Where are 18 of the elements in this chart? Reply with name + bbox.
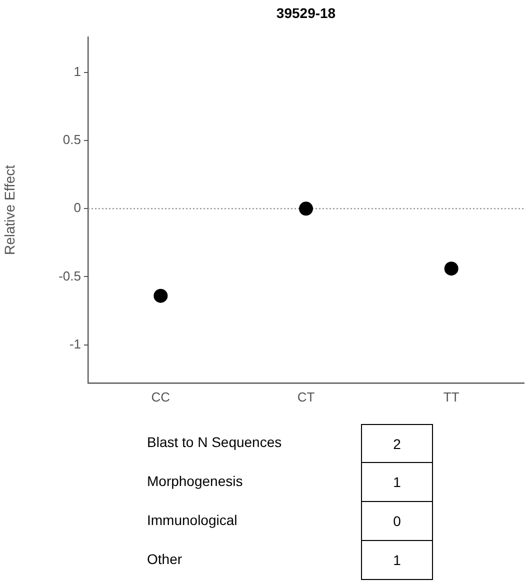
- text: 2: [361, 424, 433, 463]
- x-tick-label: TT: [443, 389, 460, 404]
- y-tick-label: 0.5: [62, 132, 81, 148]
- y-axis-title: Relative Effect: [1, 164, 18, 256]
- x-tick-label: CT: [297, 389, 315, 404]
- text: Other: [147, 551, 182, 567]
- y-tick-label: -1: [69, 336, 81, 352]
- text: Morphogenesis: [147, 473, 243, 489]
- text: Blast to N Sequences: [147, 434, 282, 450]
- text: Immunological: [147, 512, 238, 528]
- y-tick-label: -0.5: [58, 268, 81, 284]
- y-tick-label: 1: [74, 64, 81, 79]
- chart-title: 39529-18: [276, 4, 336, 21]
- x-tick-label: CC: [151, 389, 170, 404]
- text: 0: [361, 502, 433, 541]
- text: 1: [361, 541, 433, 580]
- text: 1: [361, 463, 433, 502]
- y-tick-label: 0: [74, 200, 81, 216]
